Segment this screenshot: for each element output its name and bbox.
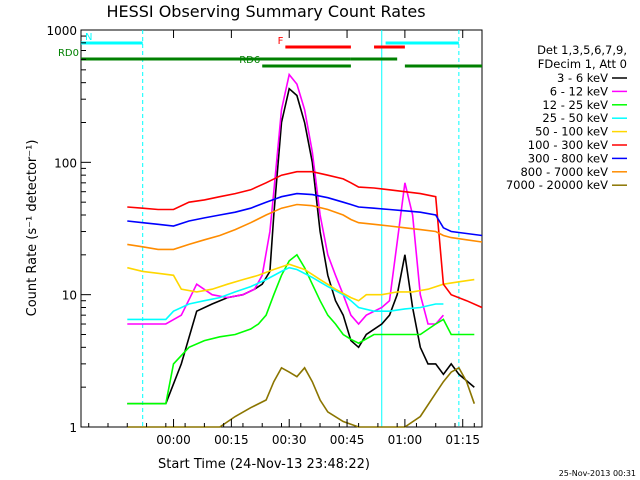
x-tick-label-5: 01:00 [388, 433, 423, 447]
status-label-5: RD0 [58, 48, 79, 59]
status-bars: N F RD0 RD6 [58, 32, 482, 68]
x-tick-label-4: 00:45 [330, 433, 365, 447]
series-line-9 [127, 366, 476, 428]
legend-header-line1: Det 1,3,5,6,7,9, [537, 43, 627, 57]
series-layer [127, 72, 483, 428]
x-tick-label-2: 00:15 [214, 433, 249, 447]
legend: Det 1,3,5,6,7,9, FDecim 1, Att 0 3 - 6 k… [506, 43, 627, 192]
series-line-5 [127, 263, 475, 302]
series-line-7 [127, 192, 483, 237]
status-label-7: RD6 [239, 55, 260, 66]
x-axis-label: Start Time (24-Nov-13 23:48:22) [158, 457, 370, 472]
legend-label-7: 300 - 800 keV [528, 151, 608, 165]
series-line-3 [127, 253, 475, 405]
y-axis: 1 10 100 1000 [46, 24, 91, 435]
series-line-4 [127, 266, 444, 321]
y-axis-label: Count Rate (s⁻¹ detector⁻¹) [25, 140, 40, 317]
legend-label-1: 3 - 6 keV [557, 71, 608, 85]
legend-label-8: 800 - 7000 keV [520, 165, 608, 179]
x-tick-label-6: 01:15 [445, 433, 480, 447]
status-label-1: N [85, 32, 92, 43]
y-tick-label-3: 100 [54, 156, 77, 170]
y-tick-label-4: 1000 [46, 24, 77, 38]
y-tick-label-1: 1 [69, 421, 77, 435]
legend-header-line2: FDecim 1, Att 0 [538, 57, 627, 71]
series-line-8 [127, 203, 483, 251]
series-line-2 [127, 72, 445, 326]
series-line-6 [127, 170, 483, 309]
legend-label-9: 7000 - 20000 keV [506, 178, 608, 192]
legend-label-2: 6 - 12 keV [550, 84, 608, 98]
y-tick-label-2: 10 [62, 289, 77, 303]
x-tick-label-3: 00:30 [272, 433, 307, 447]
series-line-1 [127, 87, 475, 405]
legend-label-5: 50 - 100 keV [535, 125, 608, 139]
chart-title: HESSI Observing Summary Count Rates [106, 2, 425, 21]
legend-label-4: 25 - 50 keV [542, 111, 608, 125]
legend-label-6: 100 - 300 keV [528, 138, 608, 152]
vertical-markers [142, 30, 460, 427]
legend-label-3: 12 - 25 keV [542, 98, 608, 112]
x-tick-label-1: 00:00 [156, 433, 191, 447]
timestamp: 25-Nov-2013 00:31 [559, 469, 636, 478]
status-label-3: F [278, 36, 284, 47]
x-axis: 00:00 00:15 00:30 00:45 01:00 01:15 [88, 30, 480, 447]
